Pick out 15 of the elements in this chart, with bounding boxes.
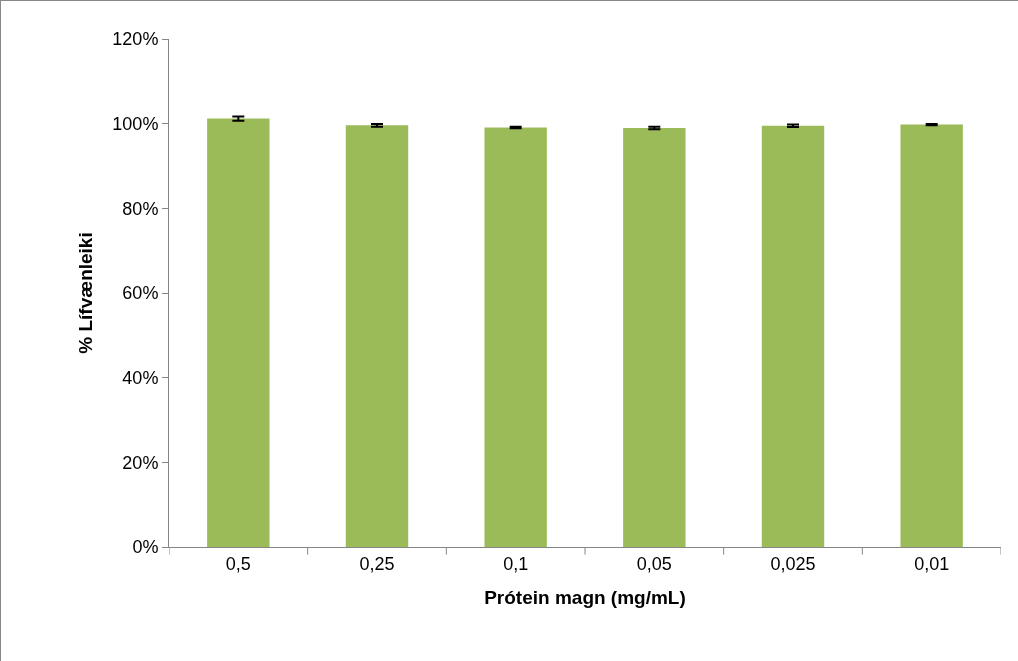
y-tick-label: 100% (112, 113, 159, 134)
x-tick-label: 0,05 (636, 553, 672, 574)
y-tick-label: 120% (112, 29, 159, 50)
x-tick-label: 0,25 (359, 553, 395, 574)
x-axis-title: Prótein magn (mg/mL) (484, 587, 686, 609)
y-tick-label: 20% (122, 452, 159, 473)
x-tick-label: 0,01 (914, 553, 950, 574)
y-axis-title: % Lífvænleiki (75, 232, 97, 354)
y-tick-label: 80% (122, 198, 159, 219)
x-tick-label: 0,1 (503, 553, 529, 574)
y-tick-label: 40% (122, 367, 159, 388)
x-tick-label: 0,025 (770, 553, 816, 574)
x-tick-label: 0,5 (225, 553, 251, 574)
y-tick-label: 0% (132, 537, 159, 558)
y-tick-label: 60% (122, 283, 159, 304)
